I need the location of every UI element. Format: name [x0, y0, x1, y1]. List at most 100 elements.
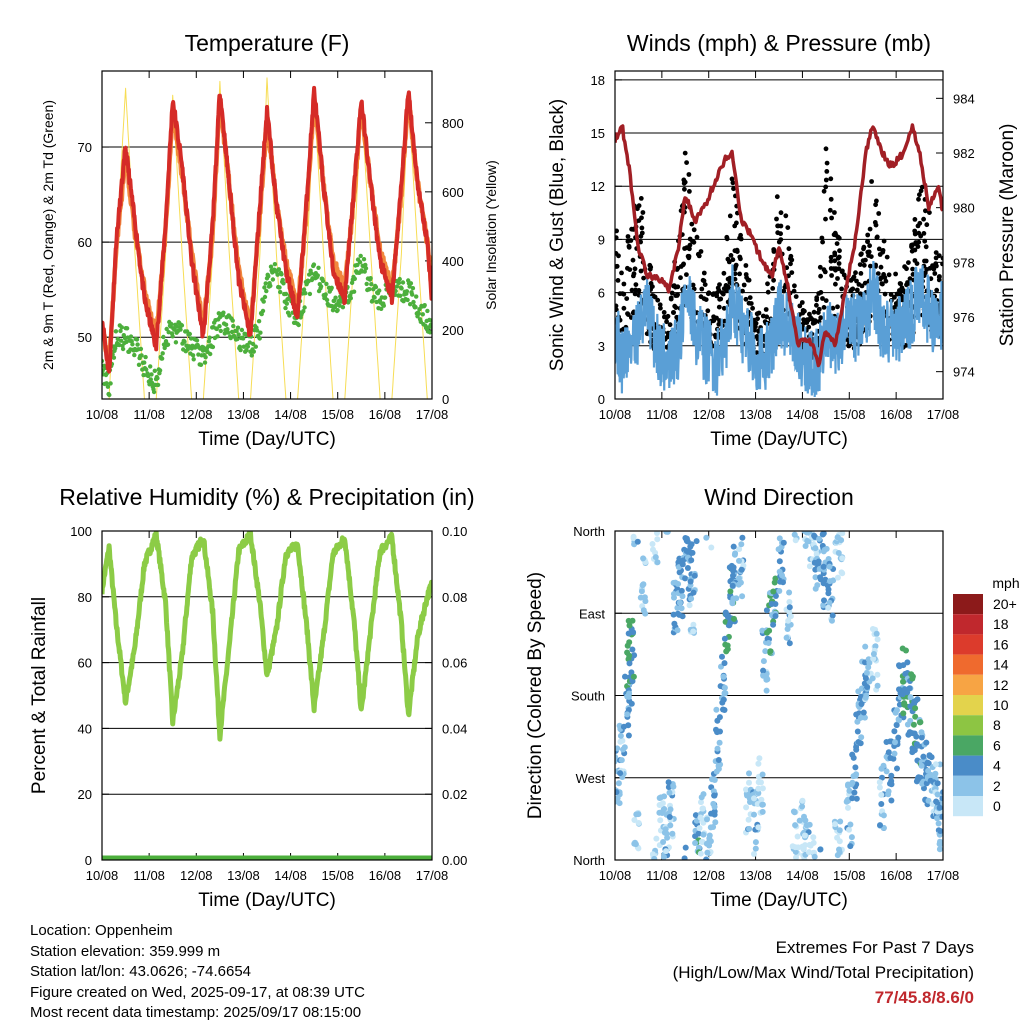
direction-point	[885, 749, 892, 756]
extremes-value: 77/45.8/8.6/0	[874, 988, 974, 1007]
direction-point	[674, 627, 681, 634]
gust-point	[792, 283, 797, 289]
direction-point	[770, 621, 777, 628]
gust-point	[876, 246, 882, 252]
direction-point	[731, 615, 737, 622]
gust-point	[933, 250, 939, 256]
direction-point	[883, 739, 890, 745]
direction-point	[698, 799, 704, 806]
direction-point	[751, 851, 757, 857]
x-tick-label: 10/08	[599, 407, 632, 422]
direction-point	[730, 595, 737, 602]
dewpoint-point	[225, 330, 231, 335]
direction-point	[745, 816, 752, 823]
direction-point	[625, 630, 632, 637]
direction-point	[697, 814, 704, 821]
dewpoint-point	[276, 267, 282, 272]
x-tick-label: 11/08	[133, 868, 165, 883]
gust-point	[797, 303, 803, 309]
direction-point	[848, 834, 855, 841]
direction-point	[934, 791, 941, 798]
direction-point	[704, 816, 710, 823]
x-tick-label: 12/08	[692, 868, 725, 883]
direction-point	[708, 810, 715, 817]
series-dewpoint	[102, 253, 432, 398]
direction-point	[937, 828, 943, 834]
direction-point	[850, 773, 857, 780]
dewpoint-point	[275, 272, 280, 277]
dewpoint-point	[225, 327, 230, 332]
gust-point	[733, 264, 738, 269]
series-pressure	[615, 123, 943, 368]
direction-point	[760, 672, 767, 679]
dewpoint-point	[266, 274, 271, 279]
direction-point	[722, 641, 729, 648]
direction-point	[721, 635, 728, 642]
direction-point	[770, 588, 777, 595]
x-tick-label: 13/08	[227, 407, 260, 422]
dewpoint-point	[164, 326, 169, 332]
gust-point	[793, 294, 799, 299]
direction-point	[638, 588, 645, 595]
direction-point	[711, 792, 718, 799]
gust-point	[854, 287, 860, 293]
dewpoint-point	[272, 262, 278, 267]
recent-timestamp: Most recent data timestamp: 2025/09/17 0…	[30, 1004, 362, 1021]
gust-point	[730, 180, 736, 186]
direction-point	[923, 739, 930, 746]
direction-point	[792, 844, 799, 851]
direction-point	[802, 543, 809, 549]
direction-point	[726, 622, 733, 629]
direction-point	[720, 706, 726, 713]
gust-point	[833, 281, 838, 287]
direction-point	[924, 759, 931, 766]
dewpoint-point	[136, 362, 142, 367]
direction-point	[926, 752, 933, 759]
dewpoint-point	[311, 262, 317, 267]
direction-point	[727, 588, 734, 595]
direction-point	[714, 717, 721, 724]
direction-point	[715, 757, 722, 763]
y-tick-label: 40	[78, 721, 92, 736]
humidity-plot	[102, 531, 432, 860]
gust-point	[923, 258, 929, 264]
legend-label: 12	[993, 677, 1009, 693]
gust-point	[846, 343, 852, 349]
direction-point	[940, 789, 943, 796]
dewpoint-point	[370, 298, 375, 303]
gust-point	[856, 282, 862, 287]
dewpoint-point	[363, 266, 369, 271]
direction-point	[678, 605, 685, 612]
dewpoint-point	[208, 351, 213, 357]
dewpoint-point	[115, 336, 121, 342]
gust-point	[853, 270, 858, 276]
dewpoint-point	[262, 285, 267, 290]
dewpoint-point	[368, 276, 373, 281]
direction-point	[686, 602, 693, 609]
direction-point	[912, 705, 919, 712]
gust-point	[880, 248, 886, 253]
direction-point	[796, 817, 803, 824]
dewpoint-point	[281, 281, 286, 286]
gust-point	[865, 239, 870, 245]
gust-point	[867, 226, 873, 232]
gust-point	[874, 198, 879, 204]
dewpoint-point	[410, 286, 416, 291]
gust-point	[629, 287, 635, 293]
direction-point	[858, 734, 865, 741]
y-right-tick-label: 984	[953, 91, 975, 106]
gust-point	[625, 238, 631, 244]
dewpoint-point	[369, 282, 374, 287]
gust-point	[919, 184, 925, 190]
direction-point	[892, 739, 898, 746]
gust-point	[907, 276, 913, 282]
dewpoint-point	[231, 323, 236, 329]
direction-point	[849, 795, 856, 802]
gust-point	[868, 263, 873, 269]
gust-point	[720, 291, 726, 297]
gust-point	[723, 283, 729, 288]
dewpoint-point	[422, 303, 427, 308]
y-tick-label: 3	[598, 339, 605, 354]
y-axis-title-left: 2m & 9m T (Red, Orange) & 2m Td (Green)	[40, 100, 56, 370]
gust-point	[754, 350, 760, 355]
